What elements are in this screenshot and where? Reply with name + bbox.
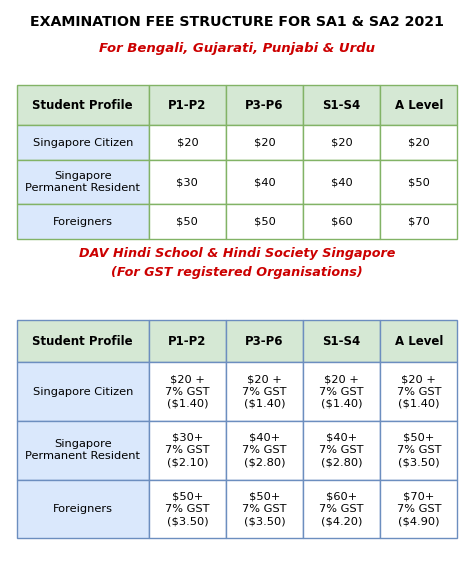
Bar xyxy=(303,320,380,362)
Text: Singapore Citizen: Singapore Citizen xyxy=(33,137,133,148)
Bar xyxy=(17,362,149,421)
Text: A Level: A Level xyxy=(395,99,443,112)
Text: $60+
7% GST
($4.20): $60+ 7% GST ($4.20) xyxy=(319,491,364,527)
Text: S1-S4: S1-S4 xyxy=(323,335,361,348)
Text: $30: $30 xyxy=(176,177,198,187)
Bar xyxy=(149,362,226,421)
Bar xyxy=(17,160,149,204)
Bar xyxy=(226,480,303,538)
Bar xyxy=(303,125,380,160)
Text: $20 +
7% GST
($1.40): $20 + 7% GST ($1.40) xyxy=(242,374,287,409)
Text: Singapore Citizen: Singapore Citizen xyxy=(33,386,133,397)
Text: P1-P2: P1-P2 xyxy=(168,335,207,348)
Bar xyxy=(226,160,303,204)
Bar xyxy=(149,160,226,204)
Text: $20: $20 xyxy=(254,137,275,148)
Text: $50+
7% GST
($3.50): $50+ 7% GST ($3.50) xyxy=(242,491,287,527)
Bar xyxy=(303,421,380,480)
Text: $20 +
7% GST
($1.40): $20 + 7% GST ($1.40) xyxy=(397,374,441,409)
Bar xyxy=(149,421,226,480)
Bar xyxy=(149,204,226,239)
Text: $40: $40 xyxy=(331,177,353,187)
Bar xyxy=(303,160,380,204)
Text: P3-P6: P3-P6 xyxy=(246,335,284,348)
Text: DAV Hindi School & Hindi Society Singapore
(For GST registered Organisations): DAV Hindi School & Hindi Society Singapo… xyxy=(79,247,395,279)
Bar xyxy=(17,421,149,480)
Text: $50+
7% GST
($3.50): $50+ 7% GST ($3.50) xyxy=(397,433,441,468)
Bar xyxy=(226,421,303,480)
Text: Student Profile: Student Profile xyxy=(32,99,133,112)
Text: $40+
7% GST
($2.80): $40+ 7% GST ($2.80) xyxy=(242,433,287,468)
Text: P3-P6: P3-P6 xyxy=(246,99,284,112)
Bar xyxy=(149,480,226,538)
Text: Student Profile: Student Profile xyxy=(32,335,133,348)
Bar xyxy=(149,85,226,125)
Text: $30+
7% GST
($2.10): $30+ 7% GST ($2.10) xyxy=(165,433,210,468)
Bar xyxy=(149,125,226,160)
Bar xyxy=(380,480,457,538)
Text: Foreigners: Foreigners xyxy=(53,504,113,514)
Text: $20: $20 xyxy=(176,137,198,148)
Bar xyxy=(380,160,457,204)
Text: $40+
7% GST
($2.80): $40+ 7% GST ($2.80) xyxy=(319,433,364,468)
Bar xyxy=(17,125,149,160)
Text: $50: $50 xyxy=(176,217,198,227)
Bar xyxy=(226,320,303,362)
Text: $50: $50 xyxy=(408,177,430,187)
Bar xyxy=(380,421,457,480)
Text: A Level: A Level xyxy=(395,335,443,348)
Bar xyxy=(17,85,149,125)
Text: $20 +
7% GST
($1.40): $20 + 7% GST ($1.40) xyxy=(319,374,364,409)
Text: EXAMINATION FEE STRUCTURE FOR SA1 & SA2 2021: EXAMINATION FEE STRUCTURE FOR SA1 & SA2 … xyxy=(30,15,444,29)
Bar xyxy=(380,362,457,421)
Text: $20 +
7% GST
($1.40): $20 + 7% GST ($1.40) xyxy=(165,374,210,409)
Text: Foreigners: Foreigners xyxy=(53,217,113,227)
Bar xyxy=(380,204,457,239)
Text: $50+
7% GST
($3.50): $50+ 7% GST ($3.50) xyxy=(165,491,210,527)
Bar xyxy=(226,85,303,125)
Bar xyxy=(149,320,226,362)
Text: For Bengali, Gujarati, Punjabi & Urdu: For Bengali, Gujarati, Punjabi & Urdu xyxy=(99,42,375,55)
Bar xyxy=(303,204,380,239)
Bar xyxy=(17,320,149,362)
Bar xyxy=(380,320,457,362)
Text: $60: $60 xyxy=(331,217,353,227)
Text: $20: $20 xyxy=(408,137,430,148)
Bar xyxy=(380,85,457,125)
Text: S1-S4: S1-S4 xyxy=(323,99,361,112)
Bar xyxy=(17,204,149,239)
Text: $70+
7% GST
($4.90): $70+ 7% GST ($4.90) xyxy=(397,491,441,527)
Bar xyxy=(17,480,149,538)
Bar xyxy=(380,125,457,160)
Bar xyxy=(303,362,380,421)
Text: Singapore
Permanent Resident: Singapore Permanent Resident xyxy=(25,171,140,194)
Text: $40: $40 xyxy=(254,177,275,187)
Text: P1-P2: P1-P2 xyxy=(168,99,207,112)
Text: $20: $20 xyxy=(331,137,353,148)
Bar xyxy=(226,362,303,421)
Text: Singapore
Permanent Resident: Singapore Permanent Resident xyxy=(25,439,140,461)
Bar xyxy=(303,85,380,125)
Bar xyxy=(226,125,303,160)
Bar xyxy=(303,480,380,538)
Text: $70: $70 xyxy=(408,217,430,227)
Text: $50: $50 xyxy=(254,217,275,227)
Bar xyxy=(226,204,303,239)
